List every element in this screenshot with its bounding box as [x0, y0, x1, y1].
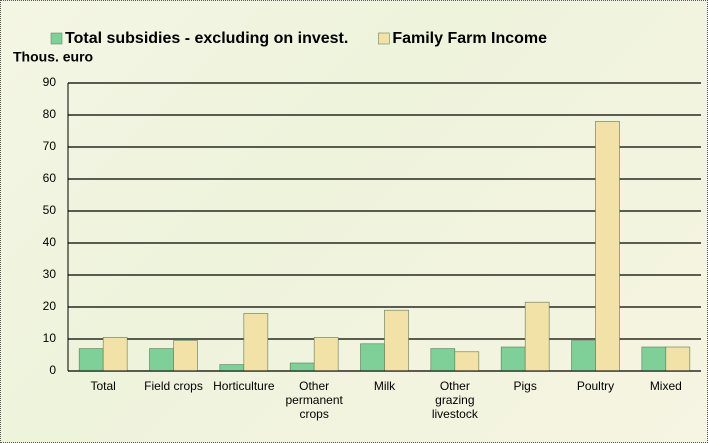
legend-label: Total subsidies - excluding on invest.: [65, 30, 348, 47]
bar: [666, 347, 690, 371]
y-tick-label: 0: [49, 363, 56, 377]
bar: [220, 365, 244, 371]
y-tick-label: 30: [43, 267, 57, 281]
y-tick-label: 80: [43, 107, 57, 121]
bar: [103, 337, 127, 371]
x-tick-label: Field crops: [141, 379, 207, 393]
bar: [150, 349, 174, 371]
x-tick-label: Horticulture: [211, 379, 277, 393]
y-tick-label: 20: [43, 299, 57, 313]
bar: [385, 310, 409, 371]
bar: [79, 349, 103, 371]
bar: [596, 121, 620, 371]
legend-swatch: [51, 33, 62, 44]
bar: [174, 341, 198, 371]
bar: [455, 352, 479, 371]
x-tick-label: Other grazing livestock: [422, 379, 488, 421]
bar: [642, 347, 666, 371]
bar: [572, 341, 596, 371]
x-tick-label: Total: [70, 379, 136, 393]
y-tick-label: 90: [43, 75, 57, 89]
x-tick-label: Milk: [352, 379, 418, 393]
x-tick-label: Other permanent crops: [281, 379, 347, 421]
bar: [361, 344, 385, 371]
x-tick-label: Mixed: [633, 379, 699, 393]
bar: [501, 347, 525, 371]
y-tick-label: 50: [43, 203, 57, 217]
legend-label: Family Farm Income: [392, 30, 547, 47]
x-tick-label: Pigs: [492, 379, 558, 393]
x-tick-label: Poultry: [563, 379, 629, 393]
y-tick-label: 70: [43, 139, 57, 153]
y-tick-label: 10: [43, 331, 57, 345]
chart-svg: Thous. euro 0 10 20 30 40 50 60 70 80 90 Total sub…: [1, 1, 707, 442]
legend-swatch: [378, 33, 389, 44]
bar: [314, 337, 338, 371]
bar: [244, 313, 268, 371]
bar: [431, 349, 455, 371]
bar: [290, 363, 314, 371]
chart: Thous. euro 0 10 20 30 40 50 60 70 80 90 Total sub…: [0, 0, 708, 443]
y-tick-label: 40: [43, 235, 57, 249]
bar: [525, 302, 549, 371]
y-axis-label: Thous. euro: [13, 49, 93, 65]
y-tick-label: 60: [43, 171, 57, 185]
